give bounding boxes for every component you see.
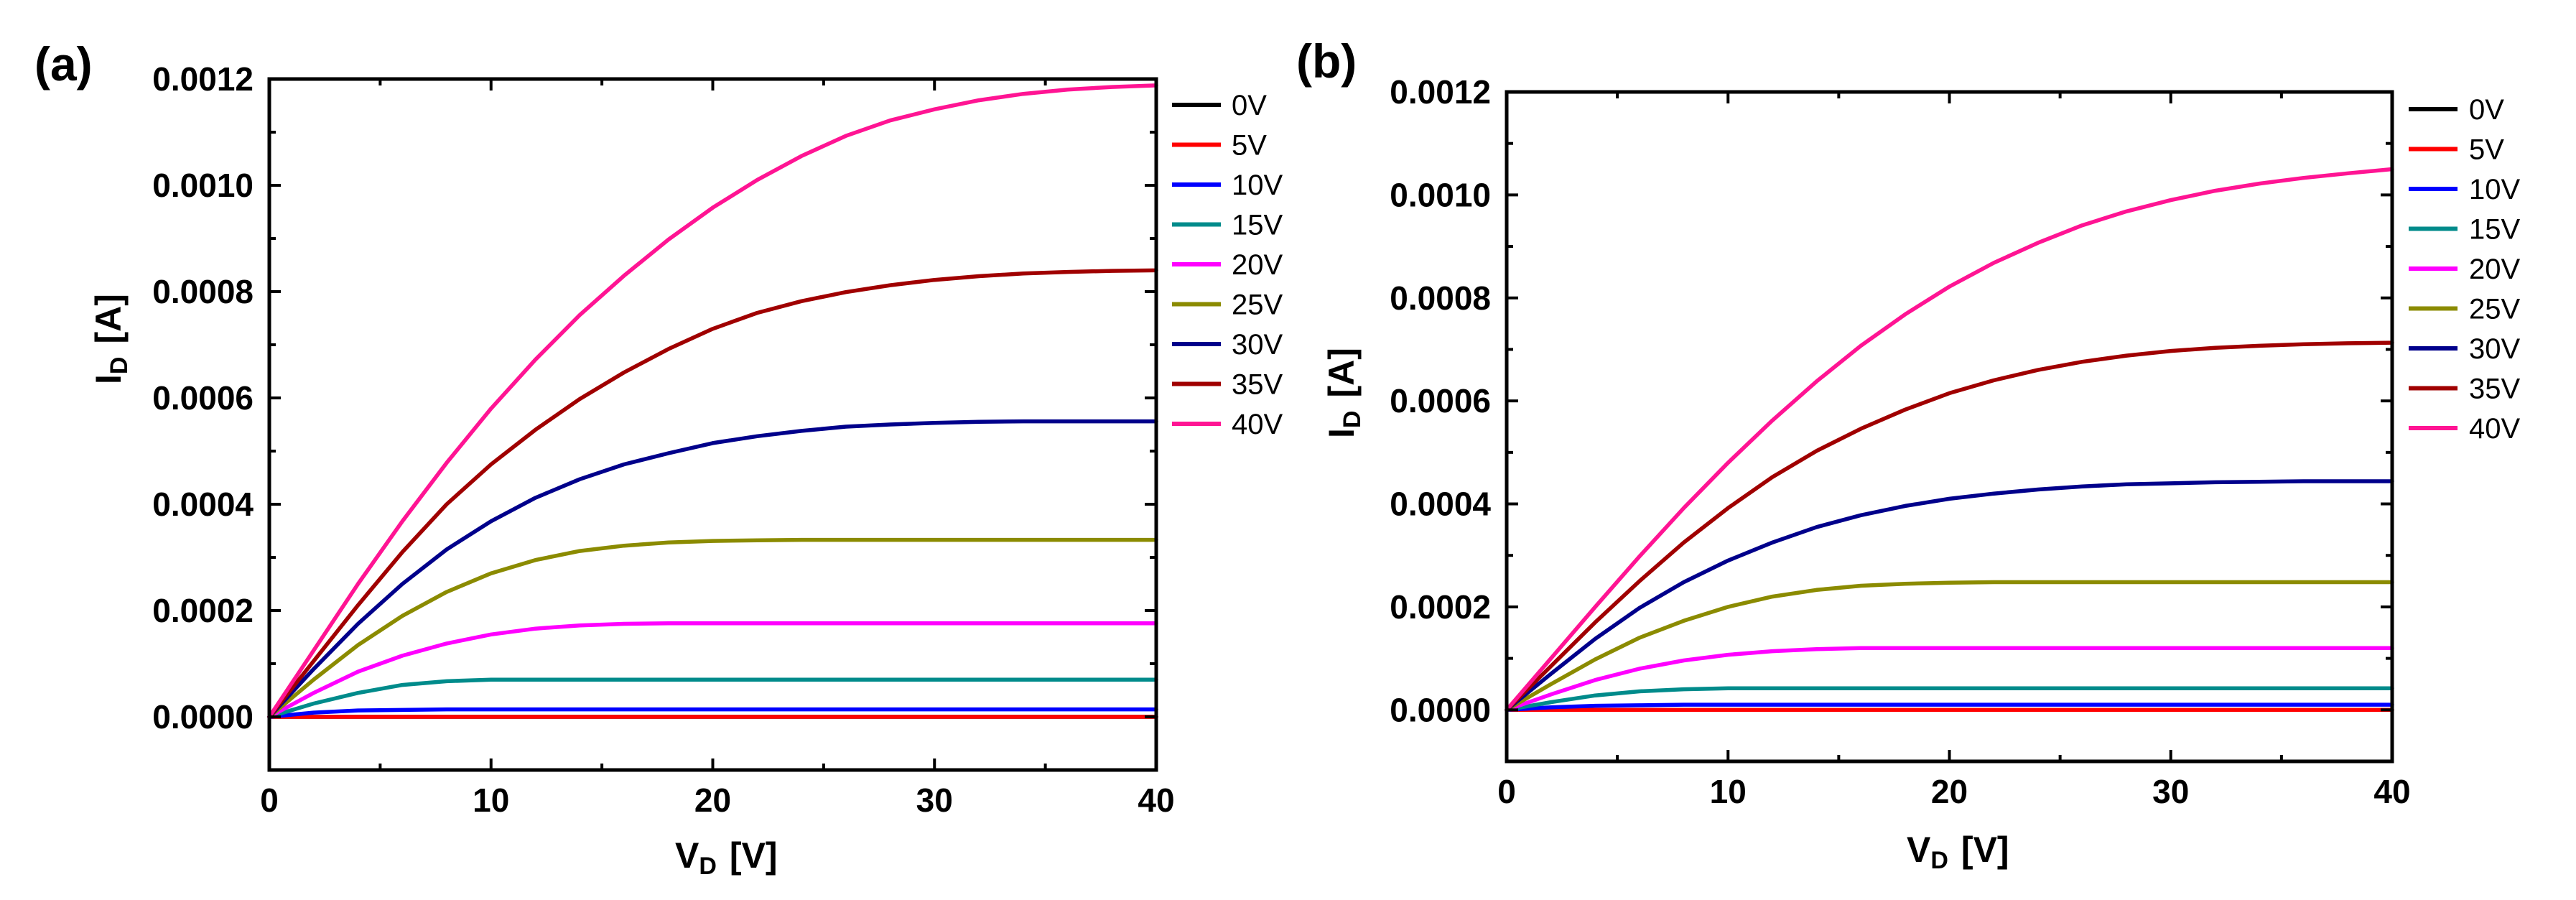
- series-layer: [267, 83, 1158, 719]
- y-tick-label: 0.0010: [152, 167, 254, 204]
- legend-label-20V: 20V: [1232, 249, 1283, 281]
- y-axis-title-sub: D: [106, 357, 133, 375]
- x-tick-label: 10: [473, 781, 509, 819]
- x-tick-label: 40: [2373, 773, 2410, 810]
- legend-label-5V: 5V: [1232, 130, 1267, 162]
- legend-label-10V: 10V: [1232, 170, 1283, 201]
- y-axis-title-sub: D: [1339, 411, 1366, 429]
- x-axis-title-main: V: [675, 835, 699, 876]
- ticks-layer: [1505, 91, 2394, 761]
- tick-labels-layer: 0 10 20 30 40 0.0000 0.0002 0.0004 0.0006 0.0008 0…: [152, 60, 1174, 819]
- y-tick-label: 0.0006: [152, 379, 254, 417]
- x-tick-label: 10: [1710, 773, 1747, 810]
- panel-label: (a): [34, 37, 93, 91]
- x-axis-title-unit: [V]: [1961, 830, 2009, 870]
- series-line-35V: [1505, 340, 2394, 713]
- panel-label: (b): [1296, 34, 1357, 88]
- series-line-30V: [267, 419, 1158, 719]
- y-tick-label: 0.0008: [1390, 279, 1491, 317]
- y-tick-label: 0.0008: [152, 273, 254, 310]
- series-line-35V: [267, 268, 1158, 719]
- legend-label-15V: 15V: [2469, 214, 2520, 246]
- tick-labels-layer: 0 10 20 30 40 0.0000 0.0002 0.0004 0.0006 0.0008 0…: [1390, 73, 2410, 810]
- legend: 0V 5V 10V 15V 20V 25V 30V 35V 40V: [2409, 94, 2520, 445]
- legend-label-20V: 20V: [2469, 254, 2520, 285]
- legend-label-30V: 30V: [2469, 333, 2520, 365]
- legend: 0V 5V 10V 15V 20V 25V 30V 35V 40V: [1172, 90, 1283, 440]
- y-tick-label: 0.0000: [152, 698, 254, 736]
- y-tick-label: 0.0000: [1390, 691, 1491, 728]
- y-axis-title-main: I: [1321, 428, 1362, 438]
- y-axis-title-unit: [A]: [1321, 348, 1362, 397]
- x-tick-label: 0: [1497, 773, 1516, 810]
- series-line-15V: [1505, 686, 2394, 713]
- x-axis-title-sub: D: [1930, 847, 1948, 874]
- series-line-10V: [1505, 702, 2394, 713]
- legend-label-40V: 40V: [2469, 413, 2520, 445]
- y-axis-title: ID [A]: [88, 294, 133, 384]
- y-tick-label: 0.0010: [1390, 176, 1491, 213]
- chart-panel-a: (a) 0 10 20 30 40 0.0000 0.0002 0.0004 0.0006 0.0…: [34, 37, 1283, 880]
- x-tick-label: 30: [916, 781, 953, 819]
- legend-label-0V: 0V: [1232, 90, 1267, 121]
- series-line-30V: [1505, 479, 2394, 713]
- series-line-20V: [1505, 646, 2394, 713]
- series-line-25V: [267, 537, 1158, 719]
- legend-label-25V: 25V: [2469, 294, 2520, 325]
- y-tick-label: 0.0002: [1390, 588, 1491, 626]
- legend-label-30V: 30V: [1232, 329, 1283, 361]
- series-line-25V: [1505, 580, 2394, 713]
- series-line-40V: [1505, 167, 2394, 713]
- x-axis-title: VD [V]: [1907, 830, 2009, 874]
- legend-label-25V: 25V: [1232, 289, 1283, 321]
- x-tick-label: 20: [1931, 773, 1968, 810]
- x-tick-label: 40: [1138, 781, 1174, 819]
- x-tick-label: 0: [260, 781, 279, 819]
- x-axis-title-unit: [V]: [730, 835, 778, 876]
- legend-label-10V: 10V: [2469, 174, 2520, 205]
- x-tick-label: 20: [694, 781, 731, 819]
- legend-label-35V: 35V: [2469, 374, 2520, 405]
- legend-label-35V: 35V: [1232, 369, 1283, 401]
- series-line-10V: [267, 707, 1158, 719]
- y-axis-title-unit: [A]: [88, 294, 129, 343]
- x-tick-label: 30: [2152, 773, 2189, 810]
- series-layer: [1505, 167, 2394, 713]
- series-line-20V: [267, 621, 1158, 719]
- legend-label-15V: 15V: [1232, 210, 1283, 241]
- series-line-40V: [267, 83, 1158, 719]
- y-tick-label: 0.0012: [152, 60, 254, 98]
- x-axis-title: VD [V]: [675, 835, 778, 880]
- y-tick-label: 0.0012: [1390, 73, 1491, 111]
- legend-label-0V: 0V: [2469, 94, 2504, 126]
- series-line-15V: [267, 677, 1158, 719]
- y-axis-title: ID [A]: [1321, 348, 1366, 438]
- x-axis-title-main: V: [1907, 830, 1931, 870]
- legend-label-5V: 5V: [2469, 134, 2504, 166]
- y-tick-label: 0.0002: [152, 592, 254, 629]
- x-axis-title-sub: D: [699, 853, 717, 880]
- y-tick-label: 0.0004: [152, 486, 254, 523]
- legend-label-40V: 40V: [1232, 409, 1283, 440]
- y-tick-label: 0.0006: [1390, 382, 1491, 419]
- y-tick-label: 0.0004: [1390, 486, 1491, 523]
- ticks-layer: [268, 78, 1158, 770]
- y-axis-title-main: I: [88, 374, 129, 384]
- chart-panel-b: (b) 0 10 20 30 40 0.0000 0.0002 0.0004 0.0006 0.0…: [1296, 34, 2520, 874]
